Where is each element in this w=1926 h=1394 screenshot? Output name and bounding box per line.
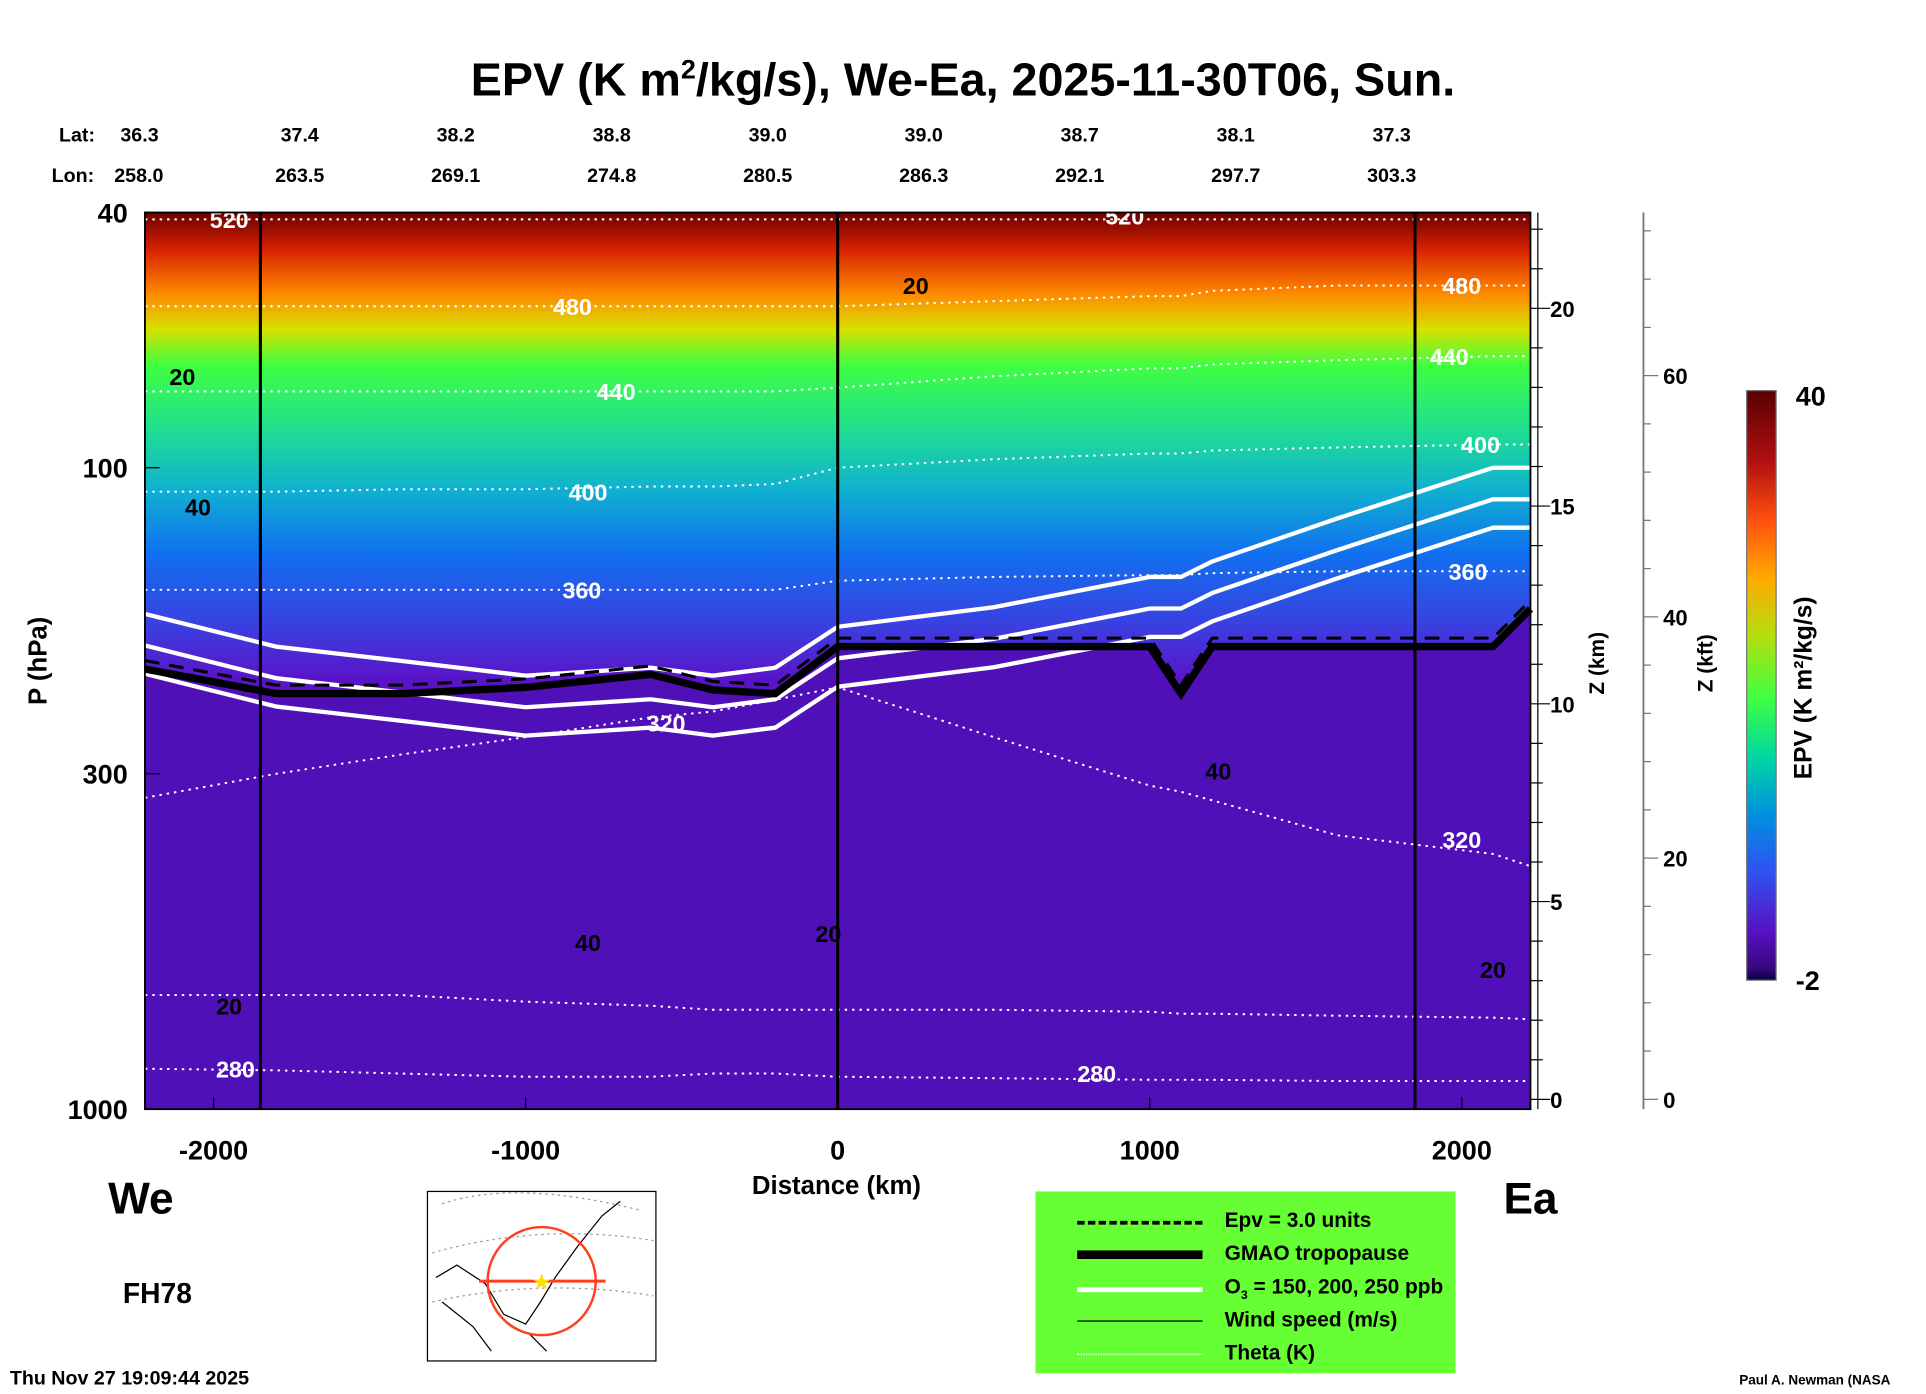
- east-label: Ea: [1503, 1173, 1558, 1224]
- forecast-hour: FH78: [122, 1277, 192, 1310]
- longitude-value: 274.8: [587, 165, 637, 187]
- contour-label: 520: [210, 207, 249, 233]
- latitude-value: 39.0: [748, 125, 787, 147]
- z-kft-tick-label: 60: [1663, 364, 1688, 389]
- contour-label: 480: [1442, 273, 1481, 299]
- colorbar-min-label: -2: [1796, 966, 1820, 996]
- contour-label: 280: [216, 1056, 255, 1082]
- legend-item-wind: Wind speed (m/s): [1035, 1306, 1455, 1338]
- contour-label: 40: [1205, 759, 1231, 785]
- legend: Epv = 3.0 units GMAO tropopause O3 = 150…: [1035, 1191, 1456, 1374]
- latitude-value: 38.7: [1060, 125, 1099, 147]
- y-tick-label: 100: [83, 454, 128, 484]
- contour-label: 400: [569, 479, 608, 505]
- contour-label: 320: [647, 711, 686, 737]
- longitude-value: 269.1: [431, 165, 481, 187]
- contour-label: 360: [562, 577, 601, 603]
- contour-label: 20: [903, 273, 929, 299]
- longitude-value: 303.3: [1367, 165, 1417, 187]
- latitude-value: 38.2: [436, 125, 475, 147]
- z-km-tick-label: 0: [1550, 1088, 1562, 1113]
- timestamp: Thu Nov 27 19:09:44 2025: [9, 1368, 250, 1390]
- x-tick-label: 2000: [1432, 1136, 1492, 1166]
- lat-label: Lat:: [58, 125, 95, 147]
- longitude-value: 258.0: [114, 165, 164, 187]
- x-tick-label: -1000: [491, 1136, 560, 1166]
- contour-label: 440: [1430, 344, 1469, 370]
- latitude-value: 39.0: [904, 125, 943, 147]
- y-axis-label: P (hPa): [25, 617, 53, 705]
- inset-map: ★: [426, 1190, 657, 1362]
- z-km-tick-label: 15: [1550, 495, 1575, 520]
- longitude-value: 286.3: [899, 165, 949, 187]
- contour-label: 360: [1449, 559, 1488, 585]
- colorbar-label: EPV (K m²/kg/s): [1791, 596, 1818, 779]
- z-kft-tick-label: 20: [1663, 847, 1688, 872]
- longitude-value: 297.7: [1211, 165, 1261, 187]
- y-tick-label: 40: [98, 198, 128, 228]
- z-km-axis-label: Z (km): [1586, 632, 1609, 695]
- longitude-value: 292.1: [1055, 165, 1105, 187]
- legend-item-theta: Theta (K): [1035, 1339, 1455, 1371]
- latitude-value: 38.8: [592, 125, 631, 147]
- longitude-value: 263.5: [275, 165, 325, 187]
- contour-label: 520: [1105, 204, 1144, 230]
- contour-label: 280: [1077, 1061, 1116, 1087]
- legend-item-ozone: O3 = 150, 200, 250 ppb: [1035, 1273, 1455, 1305]
- latitude-value: 37.4: [280, 125, 319, 147]
- z-km-tick-label: 5: [1550, 890, 1562, 915]
- contour-label: 320: [1442, 827, 1481, 853]
- x-tick-label: 1000: [1120, 1136, 1180, 1166]
- latitude-value: 37.3: [1372, 125, 1411, 147]
- x-tick-label: 0: [830, 1136, 845, 1166]
- x-axis-label: Distance (km): [752, 1172, 921, 1200]
- contour-label: 440: [597, 379, 636, 405]
- longitude-value: 280.5: [743, 165, 793, 187]
- x-tick-label: -2000: [179, 1136, 248, 1166]
- contour-label: 480: [553, 294, 592, 320]
- contour-label: 20: [1480, 957, 1506, 983]
- center-star-icon: ★: [533, 1271, 551, 1293]
- credit: Paul A. Newman (NASA: [1739, 1373, 1891, 1388]
- z-km-tick-label: 10: [1550, 692, 1575, 717]
- y-tick-label: 300: [83, 760, 128, 790]
- latitude-value: 38.1: [1216, 125, 1255, 147]
- contour-label: 20: [169, 364, 195, 390]
- colorbar-max-label: 40: [1796, 381, 1826, 411]
- contour-label: 40: [185, 494, 211, 520]
- z-kft-axis-label: Z (kft): [1694, 634, 1717, 692]
- legend-item-epv: Epv = 3.0 units: [1035, 1206, 1455, 1238]
- legend-item-tropopause: GMAO tropopause: [1035, 1239, 1455, 1271]
- lon-label: Lon:: [51, 165, 95, 187]
- contour-label: 20: [815, 921, 841, 947]
- colorbar: [1746, 389, 1777, 981]
- chart-title: EPV (K m2/kg/s), We-Ea, 2025-11-30T06, S…: [470, 54, 1456, 107]
- y-tick-label: 1000: [68, 1095, 128, 1125]
- latitude-value: 36.3: [120, 125, 159, 147]
- west-label: We: [108, 1173, 174, 1224]
- plot-frame: [144, 211, 1532, 1111]
- z-kft-tick-label: 0: [1663, 1088, 1675, 1113]
- contour-label: 400: [1461, 432, 1500, 458]
- contour-label: 20: [216, 993, 242, 1019]
- contour-label: 40: [575, 930, 601, 956]
- z-kft-tick-label: 40: [1663, 605, 1688, 630]
- z-km-tick-label: 20: [1550, 297, 1575, 322]
